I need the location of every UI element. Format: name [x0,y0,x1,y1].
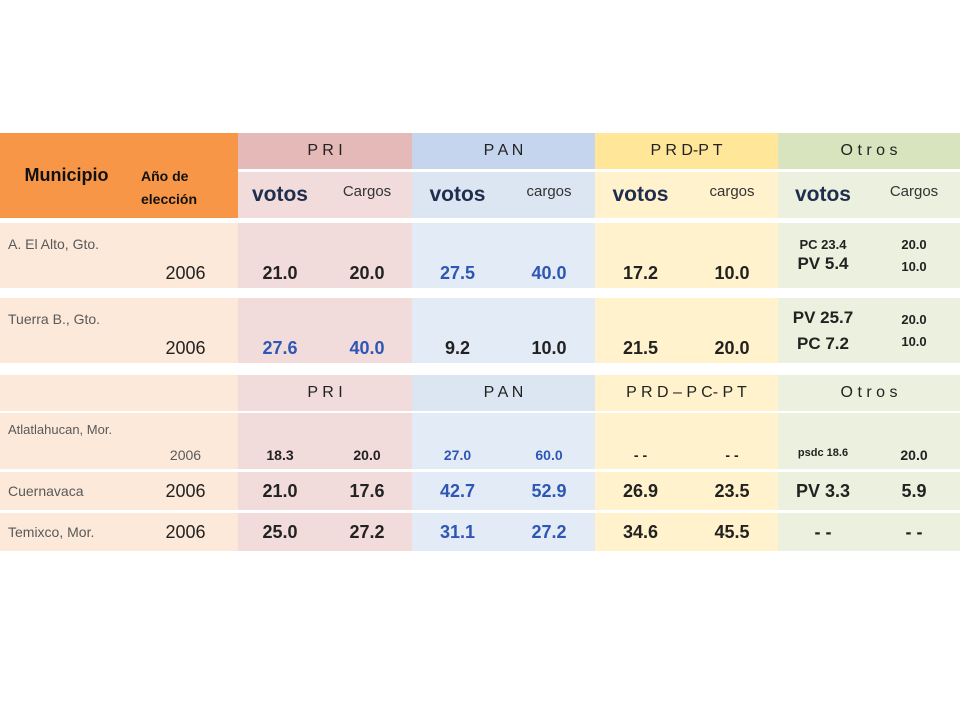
row1-otros-cargos-1: 20.0 [901,236,927,252]
divider [0,219,960,223]
row2-otros-votos: PV 25.7 PC 7.2 [778,298,868,363]
row5-pan-votos: 31.1 [412,513,503,551]
row4-pri-cargos: 17.6 [322,472,412,510]
row5-pri-votos: 25.0 [238,513,322,551]
row1-otros-votos-1: PC 23.4 [799,237,847,252]
sub-cargos-pri: Cargos [322,172,412,218]
row1-otros-cargos-2: 10.0 [901,258,927,274]
row3-prd-cargos: - - [686,413,778,469]
row1-municipio: A. El Alto, Gto. [0,223,133,288]
row5-pan-cargos: 27.2 [503,513,595,551]
row2-pri-cargos: 40.0 [322,298,412,363]
row5-otros-votos: - - [778,513,868,551]
row5-otros-cargos: - - [868,513,960,551]
row3-pan-cargos: 60.0 [503,413,595,469]
row3-prd-votos: - - [595,413,686,469]
party-header-pri: P R I [238,133,412,169]
sub-cargos-pan: cargos [503,172,595,218]
row4-otros-cargos: 5.9 [868,472,960,510]
sub-votos-otros: votos [778,172,868,218]
party2-header-prd: P R D – P C- P T [595,375,778,411]
row2-municipio: Tuerra B., Gto. [0,298,133,363]
row2-pan-votos: 9.2 [412,298,503,363]
party2-header-otros: O t r o s [778,375,960,411]
sub-cargos-prd: cargos [686,172,778,218]
row1-prd-cargos: 10.0 [686,223,778,288]
row1-otros-votos: PC 23.4 PV 5.4 [778,223,868,288]
row1-otros-votos-2: PV 5.4 [797,254,849,273]
row4-otros-votos: PV 3.3 [778,472,868,510]
row5-municipio: Temixco, Mor. [0,513,133,551]
row4-municipio: Cuernavaca [0,472,133,510]
row2-anio: 2006 [133,298,238,363]
row4-pan-cargos: 52.9 [503,472,595,510]
party2-label-pri: P R I [307,384,343,401]
row1-pan-votos: 27.5 [412,223,503,288]
row3-anio: 2006 [133,413,238,469]
row2-otros-votos-1: PV 25.7 [792,307,854,327]
row3-pri-cargos: 20.0 [322,413,412,469]
row3-otros-cargos: 20.0 [868,413,960,469]
party2-label-pan: P A N [483,384,524,401]
row2-pri-votos: 27.6 [238,298,322,363]
row4-prd-cargos: 23.5 [686,472,778,510]
row5-anio: 2006 [133,513,238,551]
row3-pri-votos: 18.3 [238,413,322,469]
row4-anio: 2006 [133,472,238,510]
row2-otros-cargos-2: 10.0 [901,333,927,349]
header2-municipio [0,375,133,411]
header2-anio [133,375,238,411]
row2-prd-votos: 21.5 [595,298,686,363]
row2-otros-cargos-1: 20.0 [901,311,927,327]
row1-pri-cargos: 20.0 [322,223,412,288]
sub-votos-prd: votos [595,172,686,218]
party-label-pri: P R I [307,142,343,159]
row5-prd-votos: 34.6 [595,513,686,551]
row1-pan-cargos: 40.0 [503,223,595,288]
row3-municipio: Atlatlahucan, Mor. [0,413,133,469]
sub-votos-pri: votos [238,172,322,218]
party-header-otros: O t r o s [778,133,960,169]
row5-pri-cargos: 27.2 [322,513,412,551]
party2-header-pan: P A N [412,375,595,411]
row3-pan-votos: 27.0 [412,413,503,469]
row4-prd-votos: 26.9 [595,472,686,510]
divider [0,363,960,375]
row1-pri-votos: 21.0 [238,223,322,288]
row5-prd-cargos: 45.5 [686,513,778,551]
row1-otros-cargos: 20.0 10.0 [868,223,960,288]
party-label-pan: P A N [483,142,524,159]
divider [0,288,960,298]
anio-label: Año de elección [141,168,198,207]
row1-prd-votos: 17.2 [595,223,686,288]
party-label-prd: P R D-P T [650,142,723,159]
municipio-label: Municipio [24,165,109,185]
party2-header-pri: P R I [238,375,412,411]
party2-label-otros: O t r o s [840,384,898,401]
row1-anio: 2006 [133,223,238,288]
sub-votos-pan: votos [412,172,503,218]
row2-otros-cargos: 20.0 10.0 [868,298,960,363]
party-header-pan: P A N [412,133,595,169]
party-header-prd: P R D-P T [595,133,778,169]
sub-cargos-otros: Cargos [868,172,960,218]
header-municipio: Municipio [0,133,133,218]
row2-pan-cargos: 10.0 [503,298,595,363]
row2-prd-cargos: 20.0 [686,298,778,363]
row2-otros-votos-2: PC 7.2 [797,333,849,353]
row4-pri-votos: 21.0 [238,472,322,510]
header-anio: Año de elección [133,133,238,218]
row4-pan-votos: 42.7 [412,472,503,510]
party-label-otros: O t r o s [840,142,898,159]
row3-otros-votos: psdc 18.6 [778,413,868,469]
party2-label-prd: P R D – P C- P T [626,384,747,401]
